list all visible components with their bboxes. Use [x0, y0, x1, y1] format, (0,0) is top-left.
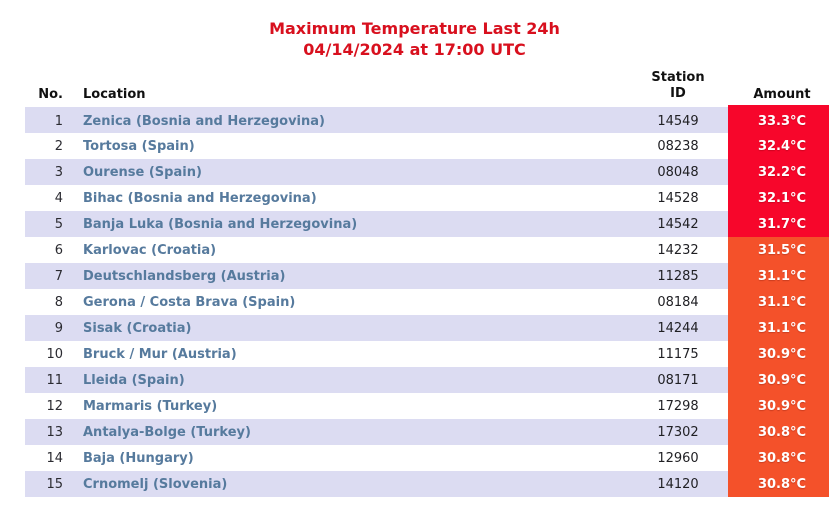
- header-station-line1: Station: [651, 70, 705, 85]
- amount-cell: 30.9°C: [728, 341, 829, 367]
- station-id-cell: 08238: [628, 133, 728, 159]
- row-number-cell: 13: [25, 419, 63, 445]
- location-cell: Karlovac (Croatia): [63, 237, 628, 263]
- table-row: 10 Bruck / Mur (Austria) 11175 30.9°C: [25, 341, 829, 367]
- header-location: Location: [83, 87, 146, 102]
- location-cell: Antalya-Bolge (Turkey): [63, 419, 628, 445]
- table-row: 7 Deutschlandsberg (Austria) 11285 31.1°…: [25, 263, 829, 289]
- station-id-cell: 14542: [628, 211, 728, 237]
- location-cell: Lleida (Spain): [63, 367, 628, 393]
- report-title-line2: 04/14/2024 at 17:00 UTC: [303, 40, 526, 59]
- location-cell: Deutschlandsberg (Austria): [63, 263, 628, 289]
- header-station-id: Station ID: [628, 68, 728, 107]
- table-row: 14 Baja (Hungary) 12960 30.8°C: [25, 445, 829, 471]
- location-cell: Tortosa (Spain): [63, 133, 628, 159]
- location-cell: Bihac (Bosnia and Herzegovina): [63, 185, 628, 211]
- table-row: 6 Karlovac (Croatia) 14232 31.5°C: [25, 237, 829, 263]
- location-cell: Banja Luka (Bosnia and Herzegovina): [63, 211, 628, 237]
- row-number-cell: 11: [25, 367, 63, 393]
- row-number-cell: 14: [25, 445, 63, 471]
- header-station-line2: ID: [670, 86, 686, 101]
- row-number-cell: 2: [25, 133, 63, 159]
- amount-cell: 30.8°C: [728, 445, 829, 471]
- station-id-cell: 08048: [628, 159, 728, 185]
- row-number-cell: 1: [25, 107, 63, 133]
- row-number-cell: 5: [25, 211, 63, 237]
- amount-cell: 32.2°C: [728, 159, 829, 185]
- report-title-line1: Maximum Temperature Last 24h: [269, 19, 560, 38]
- amount-cell: 31.1°C: [728, 263, 829, 289]
- amount-cell: 30.8°C: [728, 419, 829, 445]
- station-id-cell: 08184: [628, 289, 728, 315]
- location-cell: Gerona / Costa Brava (Spain): [63, 289, 628, 315]
- table-row: 9 Sisak (Croatia) 14244 31.1°C: [25, 315, 829, 341]
- report-title: Maximum Temperature Last 24h 04/14/2024 …: [0, 0, 829, 60]
- location-cell: Sisak (Croatia): [63, 315, 628, 341]
- location-cell: Baja (Hungary): [63, 445, 628, 471]
- row-number-cell: 10: [25, 341, 63, 367]
- table-row: 15 Crnomelj (Slovenia) 14120 30.8°C: [25, 471, 829, 497]
- station-id-cell: 14232: [628, 237, 728, 263]
- amount-cell: 31.1°C: [728, 289, 829, 315]
- amount-cell: 32.4°C: [728, 133, 829, 159]
- row-number-cell: 8: [25, 289, 63, 315]
- location-cell: Bruck / Mur (Austria): [63, 341, 628, 367]
- amount-cell: 31.5°C: [728, 237, 829, 263]
- row-number-cell: 4: [25, 185, 63, 211]
- amount-cell: 31.1°C: [728, 315, 829, 341]
- table-row: 2 Tortosa (Spain) 08238 32.4°C: [25, 133, 829, 159]
- amount-cell: 32.1°C: [728, 185, 829, 211]
- row-number-cell: 6: [25, 237, 63, 263]
- row-number-cell: 9: [25, 315, 63, 341]
- table-row: 4 Bihac (Bosnia and Herzegovina) 14528 3…: [25, 185, 829, 211]
- table-row: 1 Zenica (Bosnia and Herzegovina) 14549 …: [25, 107, 829, 133]
- table-row: 12 Marmaris (Turkey) 17298 30.9°C: [25, 393, 829, 419]
- station-id-cell: 14120: [628, 471, 728, 497]
- row-number-cell: 3: [25, 159, 63, 185]
- amount-cell: 30.8°C: [728, 471, 829, 497]
- row-number-cell: 7: [25, 263, 63, 289]
- station-id-cell: 17298: [628, 393, 728, 419]
- amount-cell: 33.3°C: [728, 107, 829, 133]
- table-row: 13 Antalya-Bolge (Turkey) 17302 30.8°C: [25, 419, 829, 445]
- station-id-cell: 14244: [628, 315, 728, 341]
- table-row: 3 Ourense (Spain) 08048 32.2°C: [25, 159, 829, 185]
- location-cell: Marmaris (Turkey): [63, 393, 628, 419]
- header-no: No.: [38, 87, 63, 102]
- table-header-row: No. Location Station ID Amount: [25, 68, 829, 109]
- station-id-cell: 14549: [628, 107, 728, 133]
- table-row: 11 Lleida (Spain) 08171 30.9°C: [25, 367, 829, 393]
- station-id-cell: 14528: [628, 185, 728, 211]
- header-amount: Amount: [728, 68, 829, 109]
- footer-credits: Script courtesy of Michael Holden of Rel…: [65, 502, 829, 507]
- amount-cell: 30.9°C: [728, 367, 829, 393]
- amount-cell: 31.7°C: [728, 211, 829, 237]
- row-number-cell: 15: [25, 471, 63, 497]
- row-number-cell: 12: [25, 393, 63, 419]
- location-cell: Zenica (Bosnia and Herzegovina): [63, 107, 628, 133]
- table-row: 5 Banja Luka (Bosnia and Herzegovina) 14…: [25, 211, 829, 237]
- location-cell: Crnomelj (Slovenia): [63, 471, 628, 497]
- amount-cell: 30.9°C: [728, 393, 829, 419]
- station-id-cell: 12960: [628, 445, 728, 471]
- table-row: 8 Gerona / Costa Brava (Spain) 08184 31.…: [25, 289, 829, 315]
- temperature-table: No. Location Station ID Amount 1 Zenica …: [25, 68, 829, 497]
- station-id-cell: 08171: [628, 367, 728, 393]
- location-cell: Ourense (Spain): [63, 159, 628, 185]
- station-id-cell: 17302: [628, 419, 728, 445]
- station-id-cell: 11175: [628, 341, 728, 367]
- station-id-cell: 11285: [628, 263, 728, 289]
